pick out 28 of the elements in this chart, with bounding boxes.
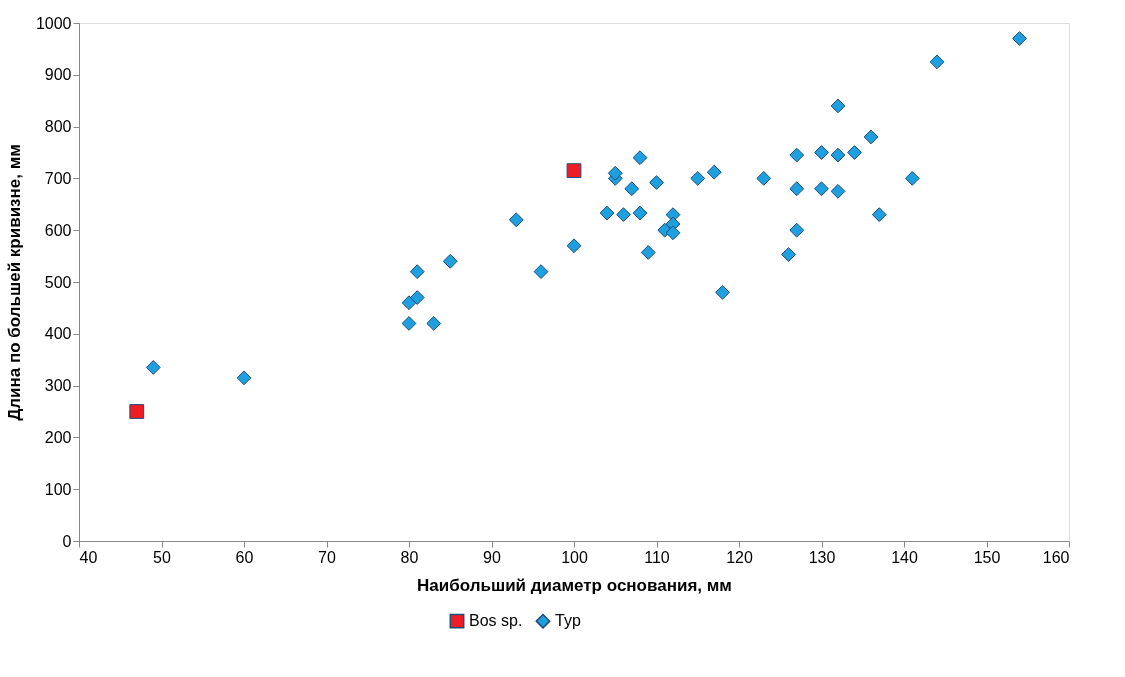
y-tick-label: 0	[62, 532, 72, 550]
y-tick-label: 800	[44, 118, 72, 136]
y-tick-label: 500	[44, 273, 72, 291]
y-tick-label: 300	[44, 377, 72, 395]
y-tick-label: 400	[44, 325, 72, 343]
x-tick-label: 120	[726, 548, 753, 566]
legend-label: Bos sp.	[469, 612, 523, 630]
legend-label: Typ	[555, 612, 581, 630]
x-axis-title: Наибольший диаметр основания, мм	[417, 575, 732, 595]
x-tick-label: 80	[400, 548, 419, 566]
x-tick-label: 130	[808, 548, 836, 566]
x-tick-label: 100	[561, 548, 588, 566]
x-tick-label: 110	[644, 548, 670, 566]
y-tick-label: 200	[44, 428, 72, 446]
x-tick-label: 40	[79, 548, 98, 566]
y-tick-label: 600	[44, 221, 72, 239]
x-tick-label: 160	[1042, 548, 1070, 566]
x-tick-label: 70	[318, 548, 336, 566]
y-tick-label: 700	[44, 169, 72, 187]
x-tick-label: 150	[973, 548, 1001, 566]
y-axis-title: Длина по большей кривизне, мм	[4, 144, 24, 421]
y-tick-label: 100	[44, 480, 72, 498]
x-tick-label: 140	[891, 548, 918, 566]
y-tick-label: 1000	[35, 14, 72, 32]
x-tick-label: 90	[483, 548, 501, 566]
x-tick-label: 60	[235, 548, 254, 566]
x-tick-label: 50	[153, 548, 171, 566]
y-tick-label: 900	[44, 66, 72, 84]
